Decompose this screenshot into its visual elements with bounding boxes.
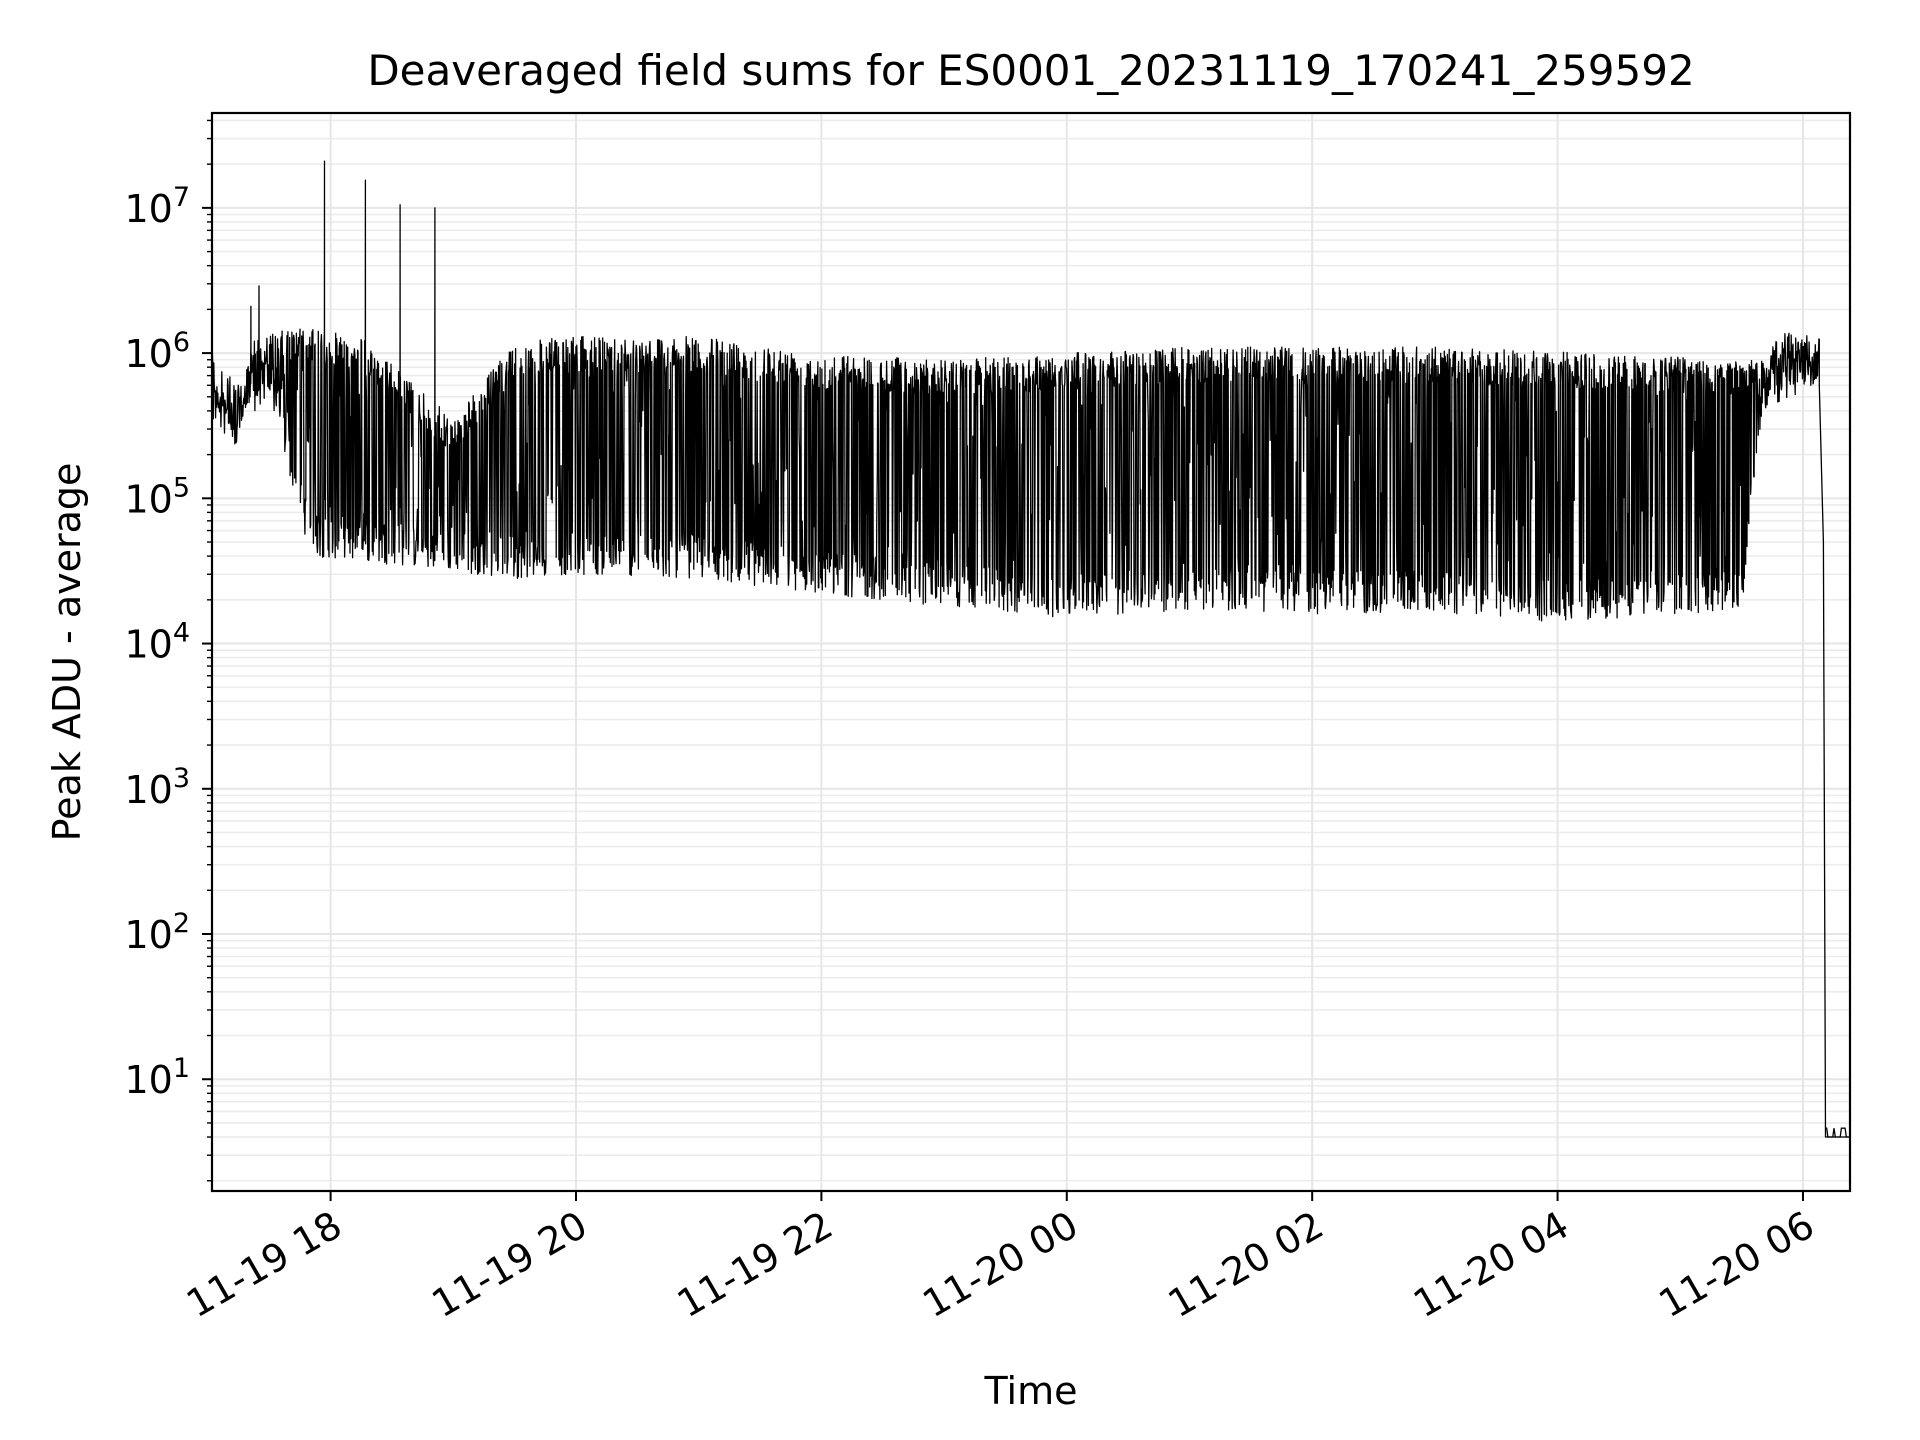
y-tick-label: 106 — [124, 327, 190, 376]
chart-title: Deaveraged field sums for ES0001_2023111… — [367, 46, 1694, 95]
x-axis-label: Time — [984, 1369, 1078, 1413]
series-tail-line — [1825, 1127, 1849, 1138]
series-line — [211, 160, 1850, 1138]
data-line — [211, 160, 1850, 1138]
plot-frame — [210, 111, 1852, 1193]
y-axis-label: Peak ADU - average — [45, 463, 89, 842]
y-tick-label: 107 — [124, 182, 190, 231]
y-tick-label: 102 — [124, 908, 190, 957]
y-tick-label: 103 — [124, 763, 190, 812]
grid — [212, 113, 1850, 1191]
y-tick-label: 104 — [124, 618, 190, 667]
y-tick-label: 105 — [124, 472, 190, 521]
y-tick-label: 101 — [124, 1053, 190, 1102]
